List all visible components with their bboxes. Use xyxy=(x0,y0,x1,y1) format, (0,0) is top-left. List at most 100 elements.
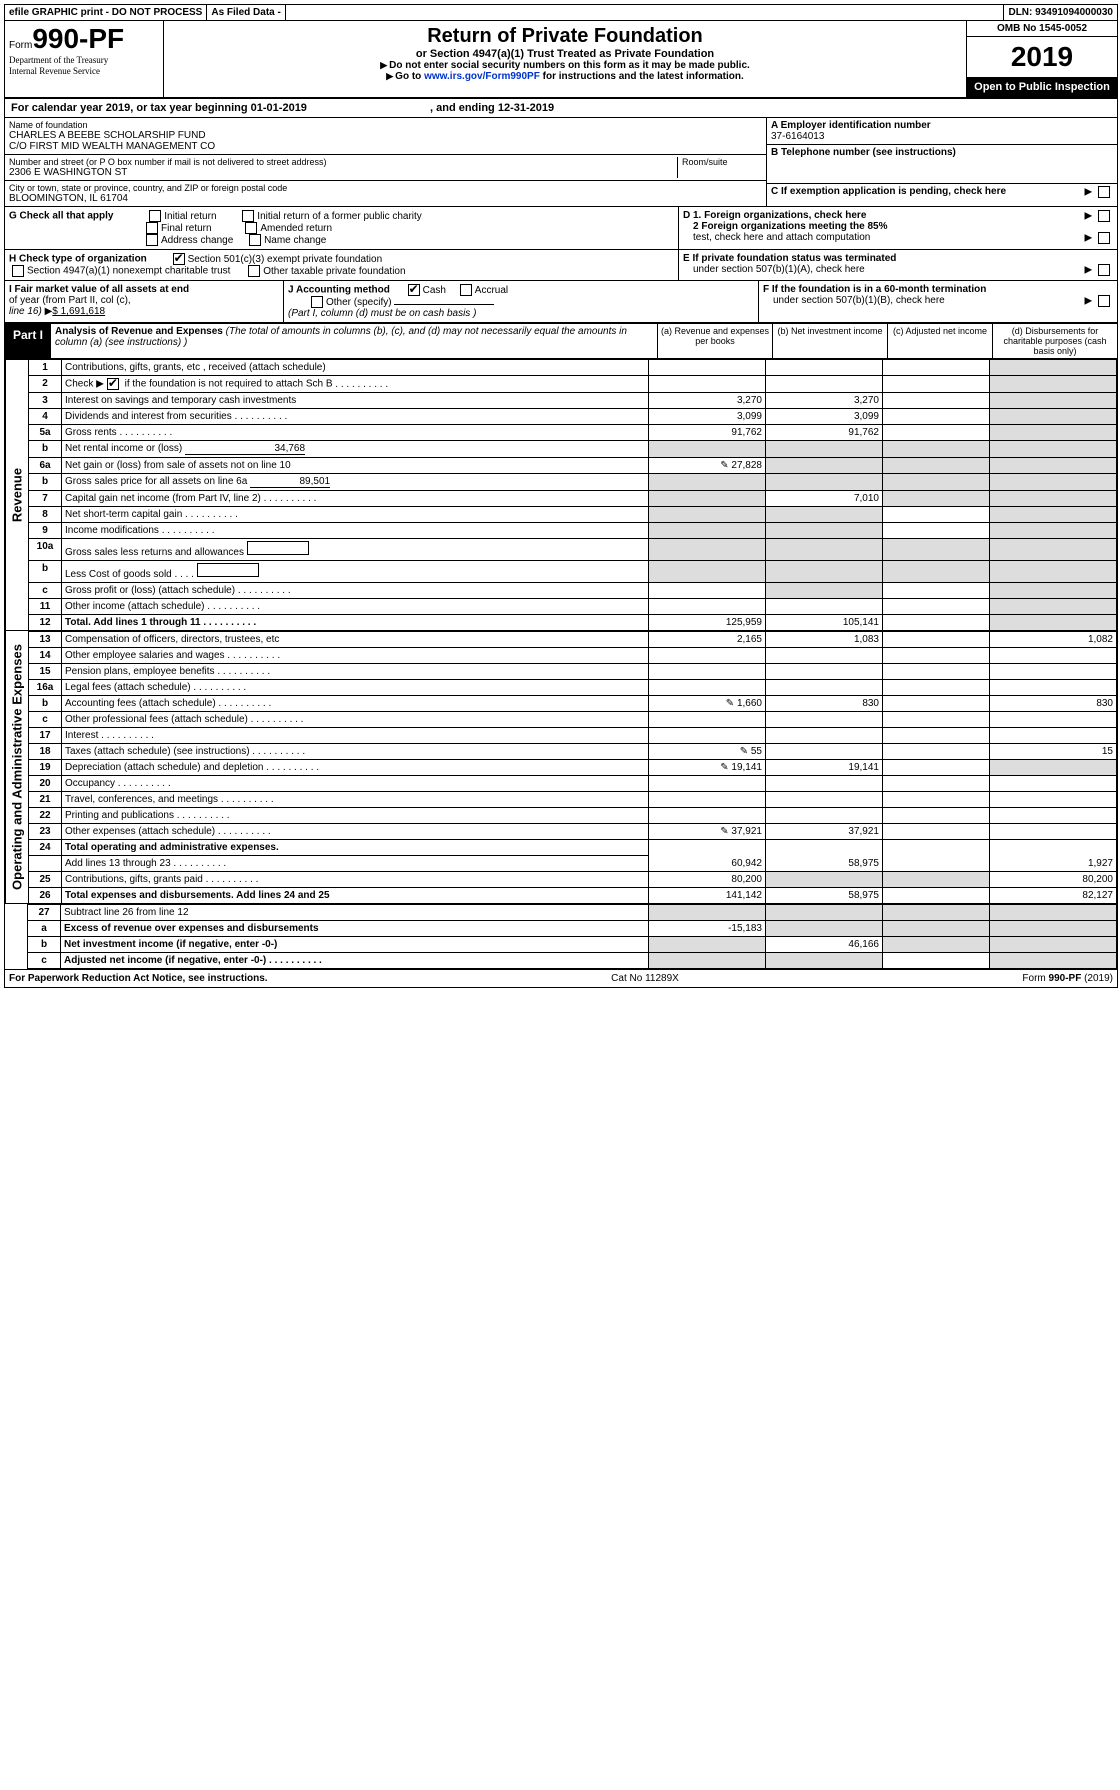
dept-treasury: Department of the Treasury xyxy=(9,55,108,65)
row-21: 21Travel, conferences, and meetings xyxy=(29,792,1117,808)
row-20: 20Occupancy xyxy=(29,776,1117,792)
row-27a: aExcess of revenue over expenses and dis… xyxy=(28,921,1117,937)
summary-table: 27Subtract line 26 from line 12 aExcess … xyxy=(27,904,1117,969)
g-address[interactable] xyxy=(146,234,158,246)
as-filed: As Filed Data - xyxy=(207,5,285,20)
cat-no: Cat No 11289X xyxy=(611,973,679,984)
row-23: 23Other expenses (attach schedule)✎ 37,9… xyxy=(29,824,1117,840)
form-title: Return of Private Foundation xyxy=(168,25,962,48)
attach-icon[interactable]: ✎ xyxy=(726,698,734,709)
row-1: 1Contributions, gifts, grants, etc , rec… xyxy=(29,360,1117,376)
col-a-header: (a) Revenue and expenses per books xyxy=(657,324,772,358)
row-19: 19Depreciation (attach schedule) and dep… xyxy=(29,760,1117,776)
row-27b: bNet investment income (if negative, ent… xyxy=(28,937,1117,953)
c-cell: C If exemption application is pending, c… xyxy=(767,184,1117,199)
revenue-table: 1Contributions, gifts, grants, etc , rec… xyxy=(28,359,1117,631)
row-6b: bGross sales price for all assets on lin… xyxy=(29,474,1117,491)
footer: For Paperwork Reduction Act Notice, see … xyxy=(5,969,1117,987)
row-22: 22Printing and publications xyxy=(29,808,1117,824)
row-27c: cAdjusted net income (if negative, enter… xyxy=(28,953,1117,969)
row-8: 8Net short-term capital gain xyxy=(29,507,1117,523)
form-number: 990-PF xyxy=(32,23,124,54)
row-26: 26Total expenses and disbursements. Add … xyxy=(29,888,1117,904)
j-accrual[interactable] xyxy=(460,284,472,296)
row-4: 4Dividends and interest from securities3… xyxy=(29,409,1117,425)
form-container: efile GRAPHIC print - DO NOT PROCESS As … xyxy=(4,4,1118,988)
h-other[interactable] xyxy=(248,265,260,277)
j-other[interactable] xyxy=(311,296,323,308)
revenue-side-label: Revenue xyxy=(5,359,28,631)
name-cell: Name of foundation CHARLES A BEEBE SCHOL… xyxy=(5,118,766,155)
c-checkbox[interactable] xyxy=(1098,186,1110,198)
form-subtitle: or Section 4947(a)(1) Trust Treated as P… xyxy=(168,48,962,60)
row-11: 11Other income (attach schedule) xyxy=(29,599,1117,615)
attach-icon[interactable]: ✎ xyxy=(740,746,748,757)
row-16a: 16aLegal fees (attach schedule) xyxy=(29,680,1117,696)
g-final[interactable] xyxy=(146,222,158,234)
row-3: 3Interest on savings and temporary cash … xyxy=(29,393,1117,409)
paperwork-notice: For Paperwork Reduction Act Notice, see … xyxy=(9,973,268,984)
e-checkbox[interactable] xyxy=(1098,264,1110,276)
col-b-header: (b) Net investment income xyxy=(772,324,887,358)
row-15: 15Pension plans, employee benefits xyxy=(29,664,1117,680)
dln: DLN: 93491094000030 xyxy=(1004,5,1117,20)
g-d-block: G Check all that apply Initial return In… xyxy=(5,207,1117,250)
row-5a: 5aGross rents91,76291,762 xyxy=(29,425,1117,441)
spacer xyxy=(286,5,1005,20)
form-header: Form990-PF Department of the Treasury In… xyxy=(5,21,1117,99)
attach-icon[interactable]: ✎ xyxy=(720,460,728,471)
row-16b: bAccounting fees (attach schedule)✎ 1,66… xyxy=(29,696,1117,712)
goto-note: Go to www.irs.gov/Form990PF for instruct… xyxy=(168,71,962,82)
g-name[interactable] xyxy=(249,234,261,246)
row-9: 9Income modifications xyxy=(29,523,1117,539)
j-cash[interactable] xyxy=(408,284,420,296)
tel-cell: B Telephone number (see instructions) xyxy=(767,145,1117,184)
schb-checkbox[interactable] xyxy=(107,378,119,390)
top-bar: efile GRAPHIC print - DO NOT PROCESS As … xyxy=(5,5,1117,21)
row-6a: 6aNet gain or (loss) from sale of assets… xyxy=(29,458,1117,474)
row-10b: bLess Cost of goods sold . . . . xyxy=(29,561,1117,583)
omb-number: OMB No 1545-0052 xyxy=(967,21,1117,37)
i-j-f-block: I Fair market value of all assets at end… xyxy=(5,281,1117,324)
row-7: 7Capital gain net income (from Part IV, … xyxy=(29,491,1117,507)
h-4947[interactable] xyxy=(12,265,24,277)
title-box: Return of Private Foundation or Section … xyxy=(164,21,966,97)
h-501c3[interactable] xyxy=(173,253,185,265)
d1-checkbox[interactable] xyxy=(1098,210,1110,222)
irs-link[interactable]: www.irs.gov/Form990PF xyxy=(424,71,540,82)
attach-icon[interactable]: ✎ xyxy=(720,826,728,837)
g-amended[interactable] xyxy=(245,222,257,234)
row-25: 25Contributions, gifts, grants paid80,20… xyxy=(29,872,1117,888)
revenue-section: Revenue 1Contributions, gifts, grants, e… xyxy=(5,359,1117,631)
expenses-table: 13Compensation of officers, directors, t… xyxy=(28,631,1117,904)
expenses-side-label: Operating and Administrative Expenses xyxy=(5,631,28,904)
form-id-box: Form990-PF Department of the Treasury In… xyxy=(5,21,164,97)
row-5b: bNet rental income or (loss) 34,768 xyxy=(29,441,1117,458)
identification-block: Name of foundation CHARLES A BEEBE SCHOL… xyxy=(5,118,1117,207)
h-e-block: H Check type of organization Section 501… xyxy=(5,250,1117,281)
col-d-header: (d) Disbursements for charitable purpose… xyxy=(992,324,1117,358)
row-10c: cGross profit or (loss) (attach schedule… xyxy=(29,583,1117,599)
row-12: 12Total. Add lines 1 through 11125,95910… xyxy=(29,615,1117,631)
address-cell: Number and street (or P O box number if … xyxy=(5,155,766,181)
city-cell: City or town, state or province, country… xyxy=(5,181,766,206)
row-16c: cOther professional fees (attach schedul… xyxy=(29,712,1117,728)
row-18: 18Taxes (attach schedule) (see instructi… xyxy=(29,744,1117,760)
calendar-year-row: For calendar year 2019, or tax year begi… xyxy=(5,99,1117,118)
g-initial-former[interactable] xyxy=(242,210,254,222)
year-box: OMB No 1545-0052 2019 Open to Public Ins… xyxy=(966,21,1117,97)
tax-year: 2019 xyxy=(967,37,1117,77)
row-10a: 10aGross sales less returns and allowanc… xyxy=(29,539,1117,561)
efile-notice: efile GRAPHIC print - DO NOT PROCESS xyxy=(5,5,207,20)
f-checkbox[interactable] xyxy=(1098,295,1110,307)
form-prefix: Form xyxy=(9,40,32,51)
d2-checkbox[interactable] xyxy=(1098,232,1110,244)
g-initial[interactable] xyxy=(149,210,161,222)
part1-label: Part I xyxy=(5,324,51,358)
row-17: 17Interest xyxy=(29,728,1117,744)
attach-icon[interactable]: ✎ xyxy=(720,762,728,773)
open-inspection: Open to Public Inspection xyxy=(967,77,1117,97)
part1-header: Part I Analysis of Revenue and Expenses … xyxy=(5,324,1117,359)
form-footer: Form 990-PF (2019) xyxy=(1022,973,1113,984)
row-2: 2Check ▶ if the foundation is not requir… xyxy=(29,376,1117,393)
